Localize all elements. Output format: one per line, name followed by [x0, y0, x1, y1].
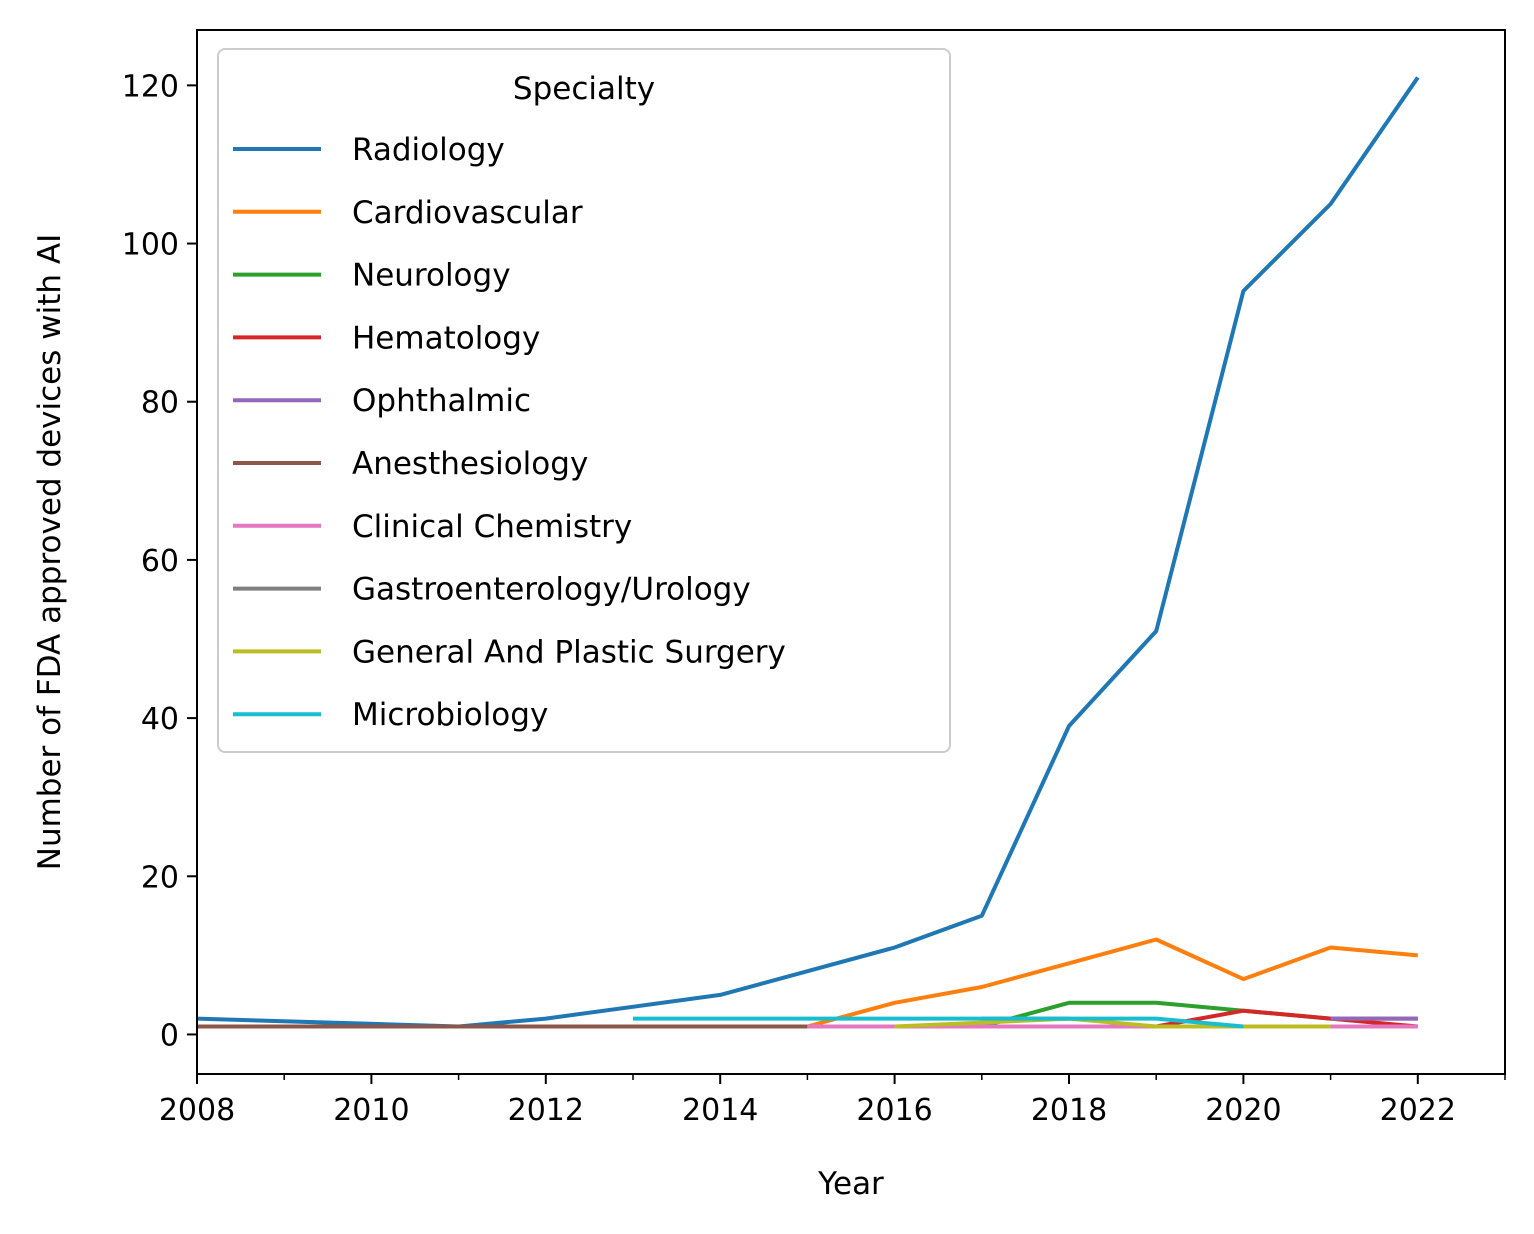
x-tick-label: 2022 — [1380, 1093, 1456, 1128]
x-tick-label: 2020 — [1205, 1093, 1281, 1128]
y-tick-label: 0 — [160, 1018, 179, 1053]
y-tick-label: 20 — [141, 860, 179, 895]
x-tick-label: 2014 — [682, 1093, 758, 1128]
x-tick-label: 2018 — [1031, 1093, 1107, 1128]
series-line-2 — [806, 937, 1418, 1029]
series-line-9 — [894, 1016, 1331, 1029]
series-line-1 — [196, 76, 1420, 1029]
plot-frame — [196, 29, 1506, 1075]
legend-entry-label: Neurology — [352, 258, 511, 294]
y-tick-label: 100 — [122, 228, 179, 263]
series-line-4 — [1155, 1008, 1418, 1029]
legend-entry-label: Microbiology — [352, 697, 548, 733]
y-axis-label: Number of FDA approved devices with AI — [32, 234, 68, 870]
x-axis-label: Year — [817, 1166, 884, 1202]
legend-entry-label: General And Plastic Surgery — [352, 634, 786, 670]
legend-entry-label: Clinical Chemistry — [352, 509, 632, 545]
x-tick-label: 2008 — [159, 1093, 235, 1128]
legend: Specialty Radiology Cardiovascular Neurolo… — [217, 48, 951, 753]
legend-entry-label: Cardiovascular — [352, 195, 583, 231]
y-tick-label: 80 — [141, 386, 179, 421]
y-tick-label: 60 — [141, 544, 179, 579]
series-layer — [196, 76, 1420, 1029]
ticks-layer: 2008 2010 2012 2014 2016 2018 2020 2022 0 20 40 60 8… — [122, 69, 1506, 1128]
y-tick-label: 120 — [122, 69, 179, 104]
x-tick-label: 2012 — [508, 1093, 584, 1128]
legend-entry-label: Anesthesiology — [352, 446, 588, 482]
x-tick-label: 2010 — [333, 1093, 409, 1128]
legend-entry-label: Radiology — [352, 132, 505, 168]
series-line-10 — [633, 1016, 1244, 1029]
x-tick-label: 2016 — [856, 1093, 932, 1128]
legend-title: Specialty — [513, 71, 655, 107]
y-tick-label: 40 — [141, 702, 179, 737]
legend-entry-label: Hematology — [352, 320, 540, 356]
legend-entry-label: Ophthalmic — [352, 383, 531, 419]
legend-box — [217, 48, 951, 753]
legend-entries: Radiology Cardiovascular Neurology Hematolo… — [233, 132, 786, 733]
legend-entry-label: Gastroenterology/Urology — [352, 572, 751, 608]
